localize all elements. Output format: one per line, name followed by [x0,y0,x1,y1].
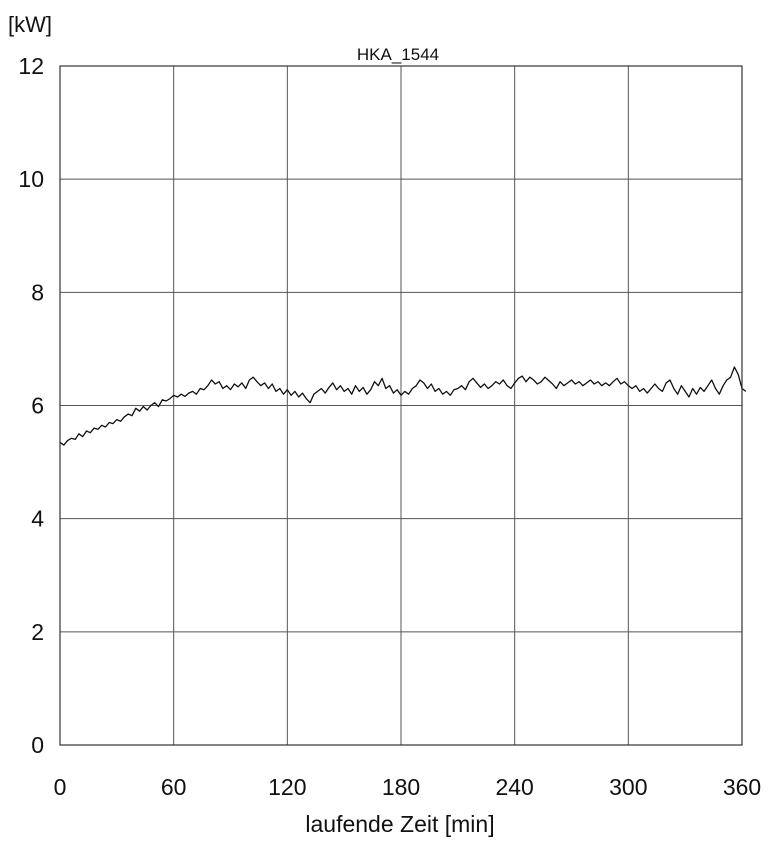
y-axis-unit-label: [kW] [8,12,52,37]
x-tick-label: 180 [382,774,420,800]
y-tick-label: 10 [18,166,44,192]
x-tick-label: 240 [495,774,533,800]
y-tick-label: 8 [31,279,44,305]
series-group [59,366,747,446]
y-tick-label: 0 [31,732,44,758]
x-axis-label: laufende Zeit [min] [305,811,494,837]
y-tick-label: 6 [31,393,44,419]
x-tick-label: 360 [723,774,761,800]
tick-labels: 0 60 120 180 240 300 360 0 2 4 6 8 10 12 [18,53,761,800]
x-tick-label: 0 [54,774,67,800]
y-tick-label: 12 [18,53,44,79]
x-tick-label: 300 [609,774,647,800]
power-series-line [59,366,747,446]
plot-frame [59,65,743,746]
grid-lines [60,66,742,745]
x-tick-label: 120 [268,774,306,800]
x-tick-label: 60 [161,774,187,800]
y-tick-label: 2 [31,619,44,645]
chart-title: HKA_1544 [357,45,439,64]
y-tick-label: 4 [31,506,44,532]
